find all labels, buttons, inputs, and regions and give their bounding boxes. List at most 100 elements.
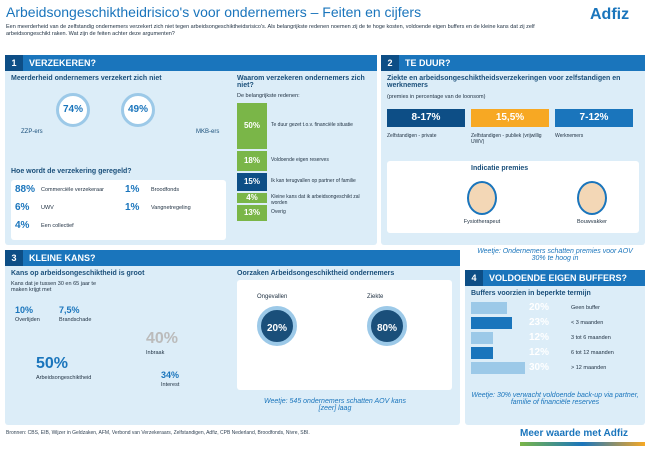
section-header: TE DUUR? (381, 55, 645, 71)
subtitle: Waarom verzekeren ondernemers zich niet? (237, 75, 365, 89)
causes: Ongevallen 20% Ziekte 80% (237, 280, 452, 390)
buffer-text: Geen buffer (571, 305, 600, 311)
tagline: Meer waarde met Adfiz (520, 428, 628, 439)
section-4: VOLDOENDE EIGEN BUFFERS? 4 Buffers voorz… (465, 270, 645, 425)
tagline-bar (520, 442, 645, 446)
buffer-bar (471, 332, 493, 344)
buffer-text: 6 tot 12 maanden (571, 350, 614, 356)
person-label: Bouwvakker (577, 219, 607, 225)
reason-text: Overig (271, 208, 286, 215)
section-1: VERZEKEREN? 1 Meerderheid ondernemers ve… (5, 55, 377, 245)
subtitle: Meerderheid ondernemers verzekert zich n… (11, 75, 162, 82)
buffer-value: 20% (529, 302, 550, 313)
stat-circle: 49% (121, 93, 155, 127)
buffer-bar (471, 362, 525, 374)
cause-label: Ongevallen (257, 294, 288, 300)
intro: Een meerderheid van de zelfstandig onder… (6, 24, 535, 37)
reason-text: Te duur gezet t.o.v. financiële situatie (271, 122, 353, 128)
subtitle: Hoe wordt de verzekering geregeld? (11, 168, 132, 175)
stat-circle: 74% (56, 93, 90, 127)
subtitle-note: De belangrijkste redenen: (237, 93, 300, 99)
how-label: UWV (41, 205, 54, 211)
how-value: 1% (125, 184, 140, 195)
section-header: VERZEKEREN? (5, 55, 377, 71)
how-label: Vangnetregeling (151, 205, 191, 211)
person-icon (467, 181, 497, 215)
weetje: Weetje: Ondernemers schatten premies voo… (477, 248, 633, 262)
range-box: 7-12% (555, 109, 633, 127)
section-header: KLEINE KANS? (5, 250, 460, 266)
majority: 74% ZZP-ers 49% MKB-ers (11, 85, 226, 135)
risk-value: 50% (36, 355, 69, 372)
subtitle: Buffers voorzien in beperkte termijn (471, 290, 591, 297)
text: Kans dat je tussen 30 en 65 jaar te make… (11, 281, 97, 293)
how-list: 88% Commerciële verzekeraar 1% Broodfonds 6%… (11, 180, 226, 240)
reason-value: 4% (246, 193, 258, 202)
range-label: Zelfstandigen - publiek (vrijwillig UWV) (471, 133, 542, 145)
how-value: 1% (125, 202, 140, 213)
person-icon (577, 181, 607, 215)
range-label: Zelfstandigen - private (387, 133, 437, 139)
reason-value: 13% (243, 207, 260, 217)
subtitle: Oorzaken Arbeidsongeschiktheid onderneme… (237, 270, 395, 277)
reason-bar (237, 193, 267, 203)
logo: Adfiz (590, 6, 630, 23)
buffer-value: 12% (529, 347, 550, 358)
buffer-text: > 12 maanden (571, 365, 607, 371)
buffer-bar (471, 317, 513, 329)
persons: Fysiotherapeut Bouwvakker (387, 175, 639, 233)
how-label: Een collectief (41, 223, 74, 229)
question: Ziekte en arbeidsongeschiktheidsverzeker… (387, 75, 621, 89)
risk-value: 40% (146, 330, 179, 347)
stat-label: ZZP-ers (21, 129, 43, 135)
section-3: KLEINE KANS? 3 Kans op arbeidsongeschikt… (5, 250, 460, 425)
reason-bar (237, 103, 267, 149)
range-box: 15,5% (471, 109, 549, 127)
section-number: 3 (5, 250, 23, 266)
weetje: Weetje: 545 ondernemers schatten AOV kan… (263, 398, 407, 412)
range-box: 8-17% (387, 109, 465, 127)
reason-bar (237, 151, 267, 172)
title: Arbeidsongeschiktheidrisico's voor onder… (6, 4, 422, 20)
how-value: 6% (15, 202, 30, 213)
section-number: 1 (5, 55, 23, 71)
premie-title: Indicatie premies (471, 165, 529, 172)
reason-text: Ik kan terugvallen op partner of familie (271, 178, 356, 185)
buffer-value: 12% (529, 332, 550, 343)
risk-value: 34% (161, 370, 180, 380)
buffer-text: 3 tot 6 maanden (571, 335, 611, 341)
reason-value: 15% (243, 177, 260, 187)
reason-bar (237, 173, 267, 192)
buffer-bar (471, 302, 507, 314)
reason-text: Voldoende eigen reserves (271, 157, 329, 164)
reason-bar (237, 204, 267, 221)
risk-value: 7,5% (59, 305, 80, 315)
buffer-text: < 3 maanden (571, 320, 604, 326)
section-header: VOLDOENDE EIGEN BUFFERS? (465, 270, 645, 286)
how-value: 88% (15, 184, 36, 195)
ranges: 8-17% Zelfstandigen - private 15,5% Zelfsta… (387, 105, 639, 155)
weetje: Weetje: 30% verwacht voldoende back-up v… (471, 392, 639, 406)
risk-value: 10% (15, 305, 34, 315)
risk-label: Brandschade (59, 317, 92, 323)
cause-label: Ziekte (367, 294, 384, 300)
section-number: 2 (381, 55, 399, 71)
how-label: Commerciële verzekeraar (41, 187, 104, 193)
buffer-value: 23% (529, 317, 550, 328)
note: (premies in percentage van de loonsom) (387, 94, 486, 100)
reason-value: 50% (243, 121, 260, 130)
buffer-value: 30% (529, 362, 550, 373)
risk-label: Inbraak (146, 350, 165, 356)
buffer-bar (471, 347, 493, 359)
buffers: 20% Geen buffer 23% < 3 maanden 12% 3 tot 6 m… (471, 302, 639, 382)
section-number: 4 (465, 270, 483, 286)
reason-value: 18% (243, 156, 260, 166)
sources: Bronnen: CBS, EIB, Wijzer in Geldzaken, … (6, 430, 310, 436)
risks: 10% Overlijden 7,5% Brandschade 40% Inbraak 50… (11, 295, 226, 420)
how-value: 4% (15, 220, 30, 231)
how-label: Broodfonds (151, 187, 180, 193)
risk-label: Interest (161, 382, 180, 388)
